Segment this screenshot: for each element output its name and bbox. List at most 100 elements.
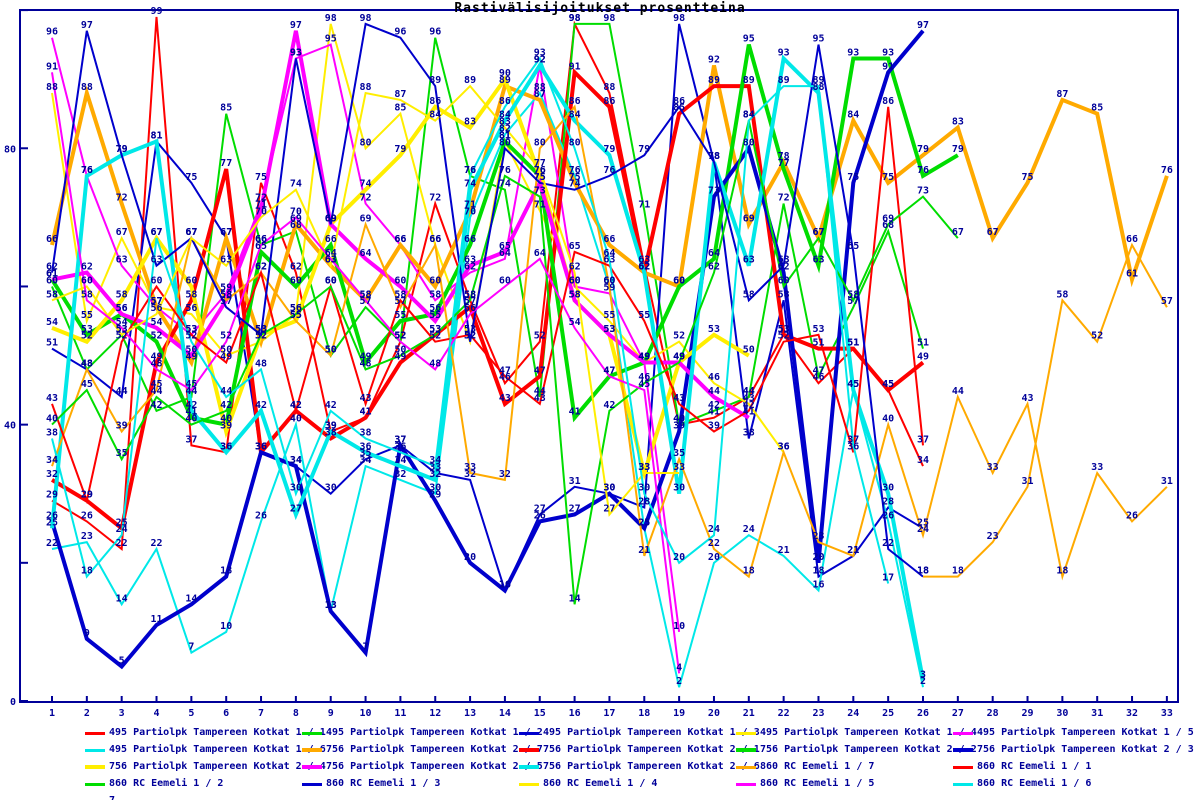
point-value-label: 58 bbox=[394, 289, 406, 300]
point-value-label: 42 bbox=[150, 400, 162, 411]
y-tick-label: 40 bbox=[4, 421, 16, 432]
x-tick-label: 23 bbox=[812, 708, 824, 719]
point-value-label: 16 bbox=[499, 579, 511, 590]
point-value-label: 92 bbox=[534, 54, 546, 65]
series-line bbox=[51, 56, 890, 584]
point-value-label: 89 bbox=[743, 75, 755, 86]
point-value-label: 86 bbox=[429, 96, 441, 107]
point-value-label: 60 bbox=[150, 275, 162, 286]
x-tick-label: 25 bbox=[882, 708, 894, 719]
series-line bbox=[923, 242, 1168, 578]
point-value-label: 83 bbox=[952, 117, 964, 128]
point-value-label: 36 bbox=[778, 441, 790, 452]
series-line bbox=[51, 72, 681, 674]
point-value-label: 44 bbox=[743, 386, 755, 397]
point-value-label: 76 bbox=[81, 165, 93, 176]
point-value-label: 66 bbox=[394, 234, 406, 245]
point-value-label: 58 bbox=[569, 289, 581, 300]
point-value-label: 74 bbox=[290, 179, 302, 190]
point-value-label: 53 bbox=[116, 324, 128, 335]
point-value-label: 43 bbox=[360, 393, 372, 404]
point-value-label: 73 bbox=[708, 186, 720, 197]
point-value-label: 36 bbox=[255, 441, 267, 452]
point-value-label: 50 bbox=[743, 345, 755, 356]
axis-ticks bbox=[21, 9, 1168, 702]
point-value-label: 70 bbox=[290, 206, 302, 217]
point-value-label: 30 bbox=[290, 483, 302, 494]
point-value-label: 53 bbox=[708, 324, 720, 335]
point-value-label: 51 bbox=[812, 338, 824, 349]
point-value-label: 72 bbox=[360, 193, 372, 204]
point-value-label: 63 bbox=[812, 255, 824, 266]
point-value-label: 73 bbox=[917, 186, 929, 197]
point-value-label: 35 bbox=[116, 448, 128, 459]
point-value-label: 45 bbox=[882, 379, 894, 390]
point-value-label: 24 bbox=[708, 524, 720, 535]
point-value-label: 92 bbox=[708, 54, 720, 65]
point-value-label: 48 bbox=[429, 358, 441, 369]
point-value-label: 93 bbox=[290, 47, 302, 58]
point-value-label: 52 bbox=[534, 331, 546, 342]
point-value-label: 79 bbox=[638, 144, 650, 155]
point-value-label: 58 bbox=[46, 289, 58, 300]
point-value-label: 72 bbox=[778, 193, 790, 204]
x-tick-label: 24 bbox=[847, 708, 859, 719]
point-value-label: 48 bbox=[81, 358, 93, 369]
point-value-label: 88 bbox=[603, 82, 615, 93]
point-value-label: 66 bbox=[325, 234, 337, 245]
point-value-label: 55 bbox=[603, 310, 615, 321]
point-value-label: 25 bbox=[116, 517, 128, 528]
point-value-label: 42 bbox=[185, 400, 197, 411]
point-value-label: 39 bbox=[220, 421, 232, 432]
point-value-label: 98 bbox=[325, 13, 337, 24]
point-value-label: 30 bbox=[325, 483, 337, 494]
point-value-label: 37 bbox=[917, 434, 929, 445]
point-value-label: 58 bbox=[220, 289, 232, 300]
point-value-label: 53 bbox=[429, 324, 441, 335]
point-value-label: 66 bbox=[394, 234, 406, 245]
x-tick-label: 15 bbox=[534, 708, 546, 719]
point-value-label: 41 bbox=[569, 407, 581, 418]
point-value-label: 56 bbox=[290, 303, 302, 314]
point-value-label: 26 bbox=[534, 510, 546, 521]
x-tick-label: 9 bbox=[328, 708, 334, 719]
point-value-label: 45 bbox=[847, 379, 859, 390]
point-value-label: 52 bbox=[394, 331, 406, 342]
point-value-label: 62 bbox=[290, 262, 302, 273]
point-value-label: 77 bbox=[220, 158, 232, 169]
point-value-label: 36 bbox=[394, 441, 406, 452]
x-tick-label: 1 bbox=[49, 708, 55, 719]
point-value-label: 42 bbox=[708, 400, 720, 411]
point-value-label: 2 bbox=[920, 676, 926, 687]
point-value-label: 76 bbox=[917, 165, 929, 176]
point-value-label: 29 bbox=[81, 490, 93, 501]
point-value-label: 60 bbox=[499, 275, 511, 286]
point-value-label: 86 bbox=[603, 96, 615, 107]
point-value-label: 44 bbox=[150, 386, 162, 397]
point-value-label: 53 bbox=[255, 324, 267, 335]
chart-title: Rastivälisijoitukset prosentteina bbox=[454, 1, 746, 16]
point-value-label: 49 bbox=[638, 351, 650, 362]
series-line bbox=[51, 23, 924, 594]
point-value-label: 39 bbox=[116, 421, 128, 432]
x-tick-label: 8 bbox=[293, 708, 299, 719]
point-value-label: 52 bbox=[255, 331, 267, 342]
point-value-label: 33 bbox=[987, 462, 999, 473]
point-value-label: 26 bbox=[81, 510, 93, 521]
point-value-label: 58 bbox=[847, 289, 859, 300]
x-tick-label: 14 bbox=[499, 708, 511, 719]
point-value-label: 44 bbox=[743, 386, 755, 397]
point-value-label: 72 bbox=[255, 193, 267, 204]
point-value-label: 37 bbox=[847, 434, 859, 445]
point-value-label: 83 bbox=[499, 117, 511, 128]
point-value-label: 58 bbox=[116, 289, 128, 300]
point-value-label: 49 bbox=[673, 351, 685, 362]
point-value-label: 36 bbox=[220, 441, 232, 452]
point-value-label: 88 bbox=[46, 82, 58, 93]
point-value-label: 21 bbox=[638, 545, 650, 556]
point-value-label: 53 bbox=[464, 324, 476, 335]
point-value-label: 62 bbox=[638, 262, 650, 273]
point-value-label: 25 bbox=[638, 517, 650, 528]
point-value-label: 75 bbox=[185, 172, 197, 183]
